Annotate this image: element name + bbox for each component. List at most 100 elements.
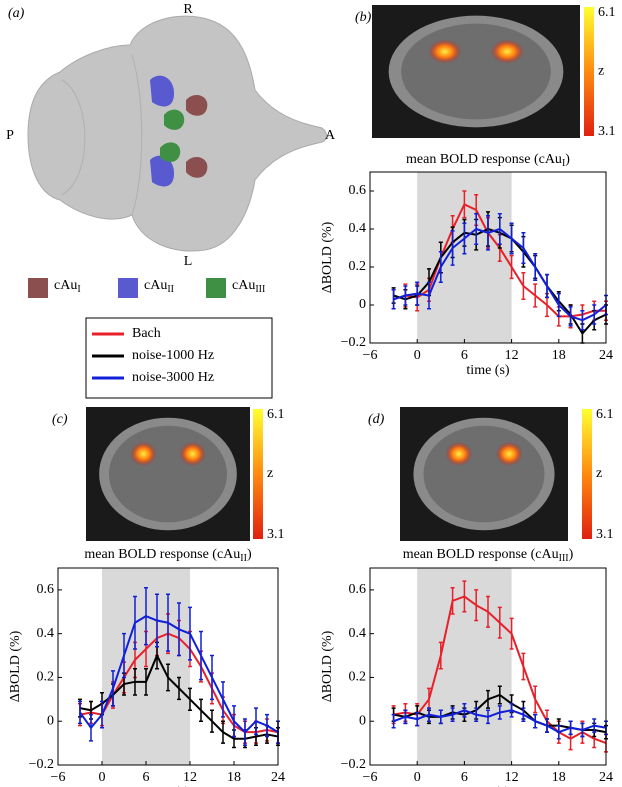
error-bar — [438, 641, 443, 670]
legend-box — [85, 317, 273, 399]
y-axis-label: ΔBOLD (%) — [320, 630, 335, 702]
y-tick-label: 0.6 — [37, 582, 55, 597]
error-bar — [144, 667, 148, 696]
y-tick-label: 0.6 — [349, 183, 367, 198]
plot-frame — [57, 567, 279, 766]
error-bar — [111, 670, 115, 707]
error-bar — [474, 589, 479, 622]
error-bar — [580, 309, 585, 331]
brain-illustration — [27, 15, 327, 252]
region-swatch — [206, 278, 226, 298]
error-bar — [210, 709, 214, 733]
y-tick-label: 0 — [359, 297, 366, 312]
y-tick-label: 0 — [47, 713, 54, 728]
orientation-label: P — [6, 128, 14, 143]
mri-image — [108, 425, 228, 523]
error-bar — [232, 705, 236, 738]
y-tick-label: −0.2 — [341, 335, 366, 350]
y-tick-label: −0.2 — [341, 757, 366, 772]
error-bar — [486, 214, 490, 251]
error-bar — [122, 632, 126, 679]
x-tick-label: 6 — [143, 770, 150, 785]
region-label-part: cAu — [144, 278, 167, 293]
x-tick-label: 6 — [461, 348, 468, 363]
error-bar — [100, 700, 104, 729]
error-bar — [415, 711, 420, 727]
x-tick-label: −6 — [363, 770, 378, 785]
error-bar — [509, 222, 514, 255]
x-tick-label: 24 — [271, 770, 285, 785]
error-bar — [391, 713, 396, 729]
plot-frame — [369, 567, 607, 766]
error-bar — [509, 702, 514, 718]
orientation-label: L — [184, 254, 193, 269]
activation — [130, 441, 157, 466]
x-tick-label: 0 — [414, 770, 421, 785]
error-bar — [486, 595, 490, 628]
legend-label: Bach — [132, 326, 161, 341]
colorbar-label: 6.1 — [596, 407, 614, 422]
region-label: cAuIII — [232, 278, 265, 295]
error-bar — [497, 705, 502, 720]
x-tick-label: 12 — [505, 348, 519, 363]
error-bar — [462, 222, 467, 255]
error-bar — [568, 306, 573, 327]
error-bar — [450, 586, 455, 615]
x-tick-label: 18 — [227, 770, 241, 785]
error-bar — [403, 285, 408, 306]
colorbar — [582, 409, 592, 539]
error-bar — [521, 232, 526, 264]
activation — [428, 39, 462, 64]
y-tick-label: 0.4 — [349, 221, 367, 236]
chart-title-part: ) — [569, 547, 574, 562]
error-bar — [521, 707, 526, 722]
y-tick-label: 0.2 — [349, 259, 367, 274]
error-bar — [592, 304, 597, 325]
chart-title: mean BOLD response (cAuII) — [84, 547, 252, 564]
error-bar — [486, 709, 490, 725]
error-bar — [450, 230, 455, 266]
error-bar — [462, 580, 467, 613]
error-bar — [533, 252, 538, 282]
error-bar — [199, 698, 203, 722]
orientation-label: A — [325, 128, 336, 143]
error-bar — [556, 724, 561, 740]
error-bar — [509, 617, 514, 650]
chart-title-part: mean BOLD response (cAu — [84, 547, 240, 562]
colorbar-label: 6.1 — [598, 5, 616, 20]
region-label: cAuI — [54, 278, 81, 295]
error-bar — [521, 271, 526, 301]
y-tick-label: 0 — [359, 713, 366, 728]
error-bar — [474, 213, 479, 245]
y-tick-label: 0.4 — [349, 626, 367, 641]
error-bar — [254, 707, 258, 736]
activation — [495, 441, 523, 466]
error-bar — [497, 685, 502, 705]
error-bar — [177, 676, 181, 701]
y-axis-label: ΔBOLD (%) — [8, 630, 23, 702]
error-bar — [166, 663, 170, 692]
error-bar — [133, 667, 137, 696]
x-tick-label: 0 — [99, 770, 106, 785]
x-axis-label: time (s) — [466, 785, 509, 787]
x-axis-label: time (s) — [146, 785, 189, 787]
chart-title-part: I — [562, 158, 565, 169]
error-bar — [533, 283, 538, 308]
error-bar — [533, 685, 538, 714]
error-bar — [580, 722, 585, 738]
x-tick-label: 6 — [461, 770, 468, 785]
error-bar — [188, 606, 192, 661]
y-axis-label: ΔBOLD (%) — [320, 221, 335, 293]
error-bar — [427, 707, 431, 722]
x-tick-label: 18 — [552, 348, 566, 363]
error-bar — [403, 709, 408, 725]
error-bar — [486, 689, 490, 709]
colorbar-label: 6.1 — [267, 407, 285, 422]
error-bar — [497, 606, 502, 639]
colorbar-label: z — [598, 64, 604, 79]
colorbar-label: 3.1 — [596, 527, 614, 542]
error-bar — [144, 586, 148, 646]
x-tick-label: −6 — [51, 770, 66, 785]
colorbar-label: z — [596, 466, 602, 481]
